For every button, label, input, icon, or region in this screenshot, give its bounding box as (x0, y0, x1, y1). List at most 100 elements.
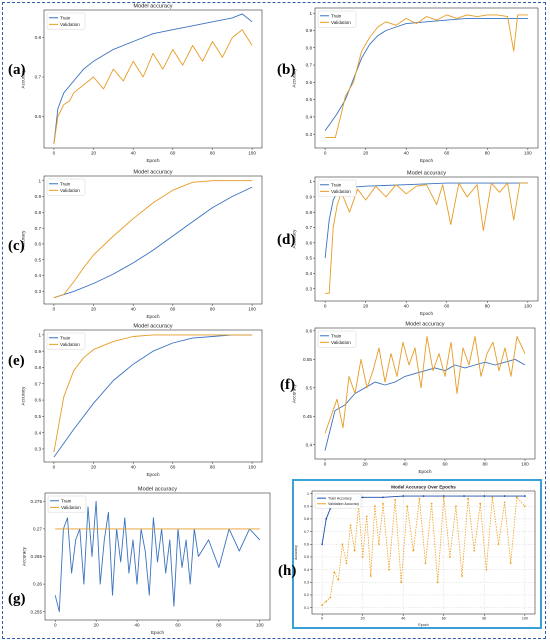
legend-box (46, 12, 86, 30)
data-point (400, 581, 403, 584)
x-tick-label: 60 (442, 617, 446, 621)
y-tick-label: 1 (309, 179, 312, 184)
series-line-0 (54, 500, 261, 613)
x-tick-label: 20 (91, 307, 97, 312)
plot-frame (43, 329, 263, 463)
x-tick-label: 60 (170, 151, 176, 156)
legend-label-0: Train (60, 335, 71, 340)
y-tick-label: 0.4 (35, 273, 42, 278)
y-tick-label: 0.265 (31, 554, 43, 559)
y-axis-label: Accuracy (21, 230, 26, 250)
panel-d: 0 20 40 60 80 100 0.3 0.4 0.5 0.6 0.7 0.8 0.9 1 Epoch A… (275, 165, 550, 320)
y-tick-label: 0.4 (304, 568, 309, 572)
legend-label-1: Validation (60, 342, 80, 347)
y-tick-label: 0.27 (33, 527, 42, 532)
legend-label-1: Validation (60, 22, 80, 27)
x-tick-label: 20 (362, 462, 368, 467)
y-tick-label: 0.55 (303, 357, 312, 362)
data-point (515, 496, 518, 499)
data-point (436, 581, 439, 584)
x-tick-label: 40 (131, 151, 137, 156)
data-point (442, 495, 445, 497)
x-axis-label: Epoch (418, 623, 428, 627)
y-tick-label: 0.7 (306, 225, 313, 230)
chart-e: 0 20 40 60 80 100 0.3 0.4 0.5 0.6 0.7 0.8 0.9 1 Epoch A… (21, 324, 263, 477)
plot-frame (314, 7, 539, 149)
y-tick-label: 0.7 (35, 75, 42, 80)
x-tick-label: 60 (170, 465, 176, 470)
y-tick-label: 0.255 (31, 609, 43, 614)
y-tick-label: 0.4 (306, 442, 313, 447)
data-point (455, 505, 457, 508)
data-point (418, 497, 421, 500)
y-axis-label: Accuracy (294, 545, 298, 560)
legend-box (47, 495, 87, 513)
y-tick-label: 0.8 (35, 210, 42, 215)
data-point (402, 495, 405, 497)
y-tick-label: 0.5 (306, 97, 313, 102)
x-tick-label: 80 (482, 462, 488, 467)
legend-box (314, 493, 362, 509)
panel-letter-c: (c) (8, 238, 25, 254)
x-tick-label: 0 (324, 304, 327, 309)
x-axis-label: Epoch (146, 314, 159, 319)
x-tick-label: 60 (444, 151, 450, 156)
x-axis-label: Epoch (418, 469, 431, 474)
x-axis-label: Epoch (420, 158, 433, 163)
data-point (430, 502, 433, 505)
series-line-1 (53, 334, 253, 453)
x-tick-label: 100 (522, 617, 528, 621)
data-point (491, 496, 494, 499)
data-point (483, 495, 486, 497)
y-tick-label: 0.5 (35, 414, 42, 419)
x-tick-label: 60 (175, 623, 181, 628)
panel-h-border (292, 479, 542, 629)
x-tick-label: 60 (444, 304, 450, 309)
data-point (321, 604, 324, 607)
y-tick-label: 0.275 (31, 499, 43, 504)
panel-letter-a: (a) (8, 62, 26, 78)
chart-b: 0 20 40 60 80 100 0.3 0.4 0.5 0.6 0.7 0.8 0.9 1 Epoch A… (292, 7, 539, 163)
x-tick-label: 40 (134, 623, 140, 628)
x-tick-label: 100 (524, 304, 532, 309)
legend-label-1: Validation (331, 20, 351, 25)
chart-h: 0 20 40 60 80 100 0.1 0.2 0.3 0.4 0.5 0.6 0.7 0.8 0.9 1… (294, 485, 536, 627)
y-tick-label: 0.3 (35, 447, 42, 452)
data-point (523, 505, 526, 508)
y-tick-label: 0.5 (306, 256, 313, 261)
legend-label-0: Train (331, 13, 342, 18)
y-tick-label: 0.6 (306, 240, 313, 245)
x-tick-label: 100 (248, 465, 256, 470)
y-tick-label: 0.7 (306, 63, 313, 68)
panel-letter-b: (b) (277, 62, 296, 78)
chart-title: Model accuracy (138, 487, 177, 493)
y-tick-label: 0.6 (35, 114, 42, 119)
y-tick-label: 0.8 (35, 35, 42, 40)
y-tick-label: 0.6 (304, 543, 309, 547)
x-tick-label: 100 (256, 623, 264, 628)
panel-letter-d: (d) (277, 232, 296, 248)
figure-frame (2, 2, 546, 639)
data-point (341, 543, 344, 546)
chart-title: Model accuracy (133, 324, 172, 330)
plot-frame (314, 327, 536, 460)
data-point (394, 498, 397, 501)
y-tick-label: 0.8 (306, 45, 313, 50)
x-tick-label: 40 (404, 304, 410, 309)
data-point (442, 496, 445, 499)
x-tick-label: 0 (53, 151, 56, 156)
data-point (373, 505, 376, 508)
chart-title: Model accuracy (405, 322, 444, 328)
data-point (473, 549, 476, 552)
x-tick-label: 80 (210, 465, 216, 470)
data-point (337, 578, 340, 581)
legend-label-1: Validation (331, 189, 351, 194)
data-point (369, 575, 372, 577)
series-line-0 (324, 358, 526, 451)
x-tick-label: 80 (485, 304, 491, 309)
y-tick-label: 0.26 (33, 582, 42, 587)
series-line-1 (325, 182, 528, 294)
legend-box (317, 179, 357, 197)
data-point (329, 596, 332, 599)
legend-label-0: Train (60, 15, 71, 20)
